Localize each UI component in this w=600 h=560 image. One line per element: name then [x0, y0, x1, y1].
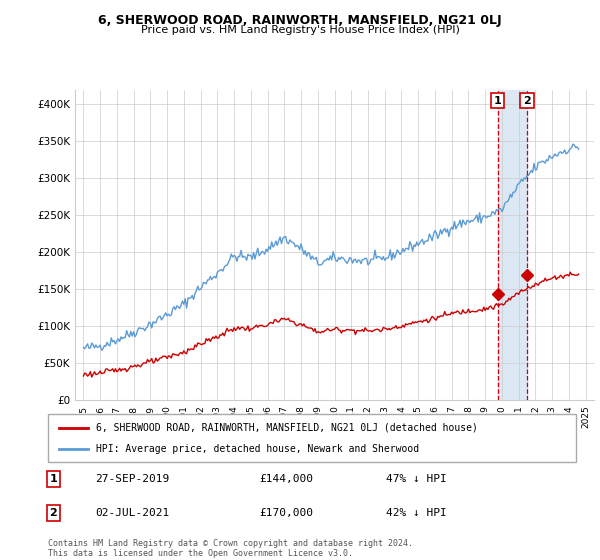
- Text: 2: 2: [49, 508, 57, 518]
- Text: £170,000: £170,000: [259, 508, 313, 518]
- Text: Price paid vs. HM Land Registry's House Price Index (HPI): Price paid vs. HM Land Registry's House …: [140, 25, 460, 35]
- Text: 1: 1: [49, 474, 57, 484]
- Text: 6, SHERWOOD ROAD, RAINWORTH, MANSFIELD, NG21 0LJ: 6, SHERWOOD ROAD, RAINWORTH, MANSFIELD, …: [98, 14, 502, 27]
- Text: 02-JUL-2021: 02-JUL-2021: [95, 508, 170, 518]
- Text: 1: 1: [494, 96, 502, 106]
- Text: 6, SHERWOOD ROAD, RAINWORTH, MANSFIELD, NG21 0LJ (detached house): 6, SHERWOOD ROAD, RAINWORTH, MANSFIELD, …: [95, 423, 478, 433]
- Text: £144,000: £144,000: [259, 474, 313, 484]
- Text: HPI: Average price, detached house, Newark and Sherwood: HPI: Average price, detached house, Newa…: [95, 444, 419, 454]
- Text: Contains HM Land Registry data © Crown copyright and database right 2024.
This d: Contains HM Land Registry data © Crown c…: [48, 539, 413, 558]
- Bar: [497, 90, 527, 400]
- Text: 42% ↓ HPI: 42% ↓ HPI: [386, 508, 446, 518]
- Text: 27-SEP-2019: 27-SEP-2019: [95, 474, 170, 484]
- Text: 47% ↓ HPI: 47% ↓ HPI: [386, 474, 446, 484]
- Text: 2: 2: [523, 96, 531, 106]
